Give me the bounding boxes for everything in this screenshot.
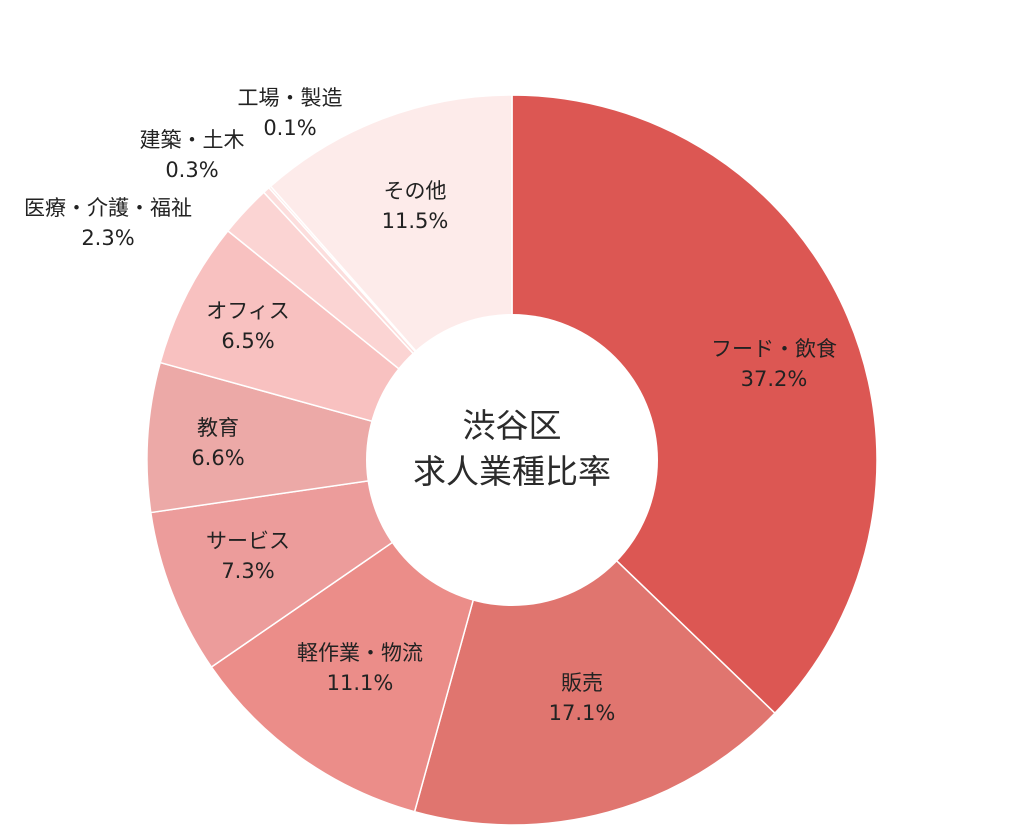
slice-value-sales: 17.1%: [549, 701, 616, 725]
labels-group: フード・飲食 37.2% 販売 17.1% 軽作業・物流 11.1% サービス 7.3% 教育 6…: [24, 86, 837, 725]
slice-value-food: 37.2%: [741, 367, 808, 391]
slice-value-factory: 0.1%: [263, 116, 316, 140]
slice-value-medical: 2.3%: [81, 226, 134, 250]
slice-value-office: 6.5%: [221, 329, 274, 353]
slice-value-service: 7.3%: [221, 559, 274, 583]
slice-value-education: 6.6%: [191, 446, 244, 470]
slice-label-factory: 工場・製造: [238, 86, 343, 110]
slice-label-office: オフィス: [206, 299, 290, 323]
center-hole: [366, 314, 658, 606]
slice-value-other: 11.5%: [382, 209, 449, 233]
slice-label-sales: 販売: [561, 671, 603, 695]
slice-label-service: サービス: [206, 529, 290, 553]
slice-food: [511, 94, 878, 715]
slice-label-light-work: 軽作業・物流: [297, 641, 423, 665]
slice-label-food: フード・飲食: [711, 337, 837, 361]
center-title-line-1: 渋谷区: [463, 406, 562, 445]
slice-label-other: その他: [384, 179, 447, 203]
slice-label-education: 教育: [197, 416, 239, 440]
slice-label-construction: 建築・土木: [140, 128, 245, 152]
slice-label-medical: 医療・介護・福祉: [24, 196, 192, 220]
center-title-line-2: 求人業種比率: [413, 452, 611, 491]
slice-education: [146, 361, 513, 514]
slice-value-light-work: 11.1%: [327, 671, 394, 695]
slice-value-construction: 0.3%: [165, 158, 218, 182]
